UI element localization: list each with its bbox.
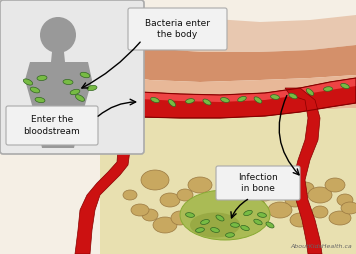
Ellipse shape bbox=[296, 182, 314, 194]
Polygon shape bbox=[51, 52, 65, 62]
Ellipse shape bbox=[231, 223, 240, 227]
Text: Infection
in bone: Infection in bone bbox=[238, 173, 278, 193]
Ellipse shape bbox=[131, 204, 149, 216]
Ellipse shape bbox=[211, 228, 219, 232]
Ellipse shape bbox=[75, 95, 84, 101]
Ellipse shape bbox=[251, 212, 269, 224]
Ellipse shape bbox=[312, 206, 328, 218]
Polygon shape bbox=[25, 62, 92, 148]
Ellipse shape bbox=[35, 97, 45, 103]
Ellipse shape bbox=[190, 213, 240, 237]
Polygon shape bbox=[100, 78, 356, 102]
Ellipse shape bbox=[290, 213, 310, 227]
Ellipse shape bbox=[254, 219, 262, 225]
Ellipse shape bbox=[268, 202, 292, 218]
Ellipse shape bbox=[257, 189, 273, 201]
Ellipse shape bbox=[221, 98, 229, 102]
Ellipse shape bbox=[269, 177, 291, 193]
Ellipse shape bbox=[123, 190, 137, 200]
Ellipse shape bbox=[325, 178, 345, 192]
Ellipse shape bbox=[221, 188, 239, 202]
Ellipse shape bbox=[141, 170, 169, 190]
Text: Enter the
bloodstream: Enter the bloodstream bbox=[23, 116, 80, 136]
Ellipse shape bbox=[142, 209, 158, 221]
Ellipse shape bbox=[341, 202, 356, 214]
Ellipse shape bbox=[195, 228, 204, 232]
Text: AboutKidsHealth.ca: AboutKidsHealth.ca bbox=[290, 244, 352, 249]
Ellipse shape bbox=[225, 233, 235, 237]
Ellipse shape bbox=[212, 209, 228, 221]
Ellipse shape bbox=[70, 89, 80, 95]
Ellipse shape bbox=[306, 89, 314, 95]
Text: Bacteria enter
the body: Bacteria enter the body bbox=[145, 19, 210, 39]
Ellipse shape bbox=[241, 225, 249, 231]
Ellipse shape bbox=[180, 190, 270, 240]
Ellipse shape bbox=[185, 213, 194, 217]
Ellipse shape bbox=[341, 83, 349, 89]
Polygon shape bbox=[100, 42, 356, 82]
FancyBboxPatch shape bbox=[216, 166, 300, 200]
Ellipse shape bbox=[308, 187, 332, 203]
Ellipse shape bbox=[23, 79, 33, 85]
Polygon shape bbox=[100, 105, 356, 254]
Polygon shape bbox=[75, 110, 130, 254]
Polygon shape bbox=[100, 0, 356, 52]
Ellipse shape bbox=[216, 215, 224, 221]
Ellipse shape bbox=[244, 210, 252, 216]
Ellipse shape bbox=[254, 97, 262, 103]
Ellipse shape bbox=[87, 85, 97, 91]
FancyBboxPatch shape bbox=[128, 8, 227, 50]
Ellipse shape bbox=[30, 87, 40, 93]
Ellipse shape bbox=[324, 87, 333, 91]
Ellipse shape bbox=[203, 99, 211, 105]
Ellipse shape bbox=[80, 72, 90, 78]
Ellipse shape bbox=[185, 99, 194, 103]
Ellipse shape bbox=[153, 217, 177, 233]
Ellipse shape bbox=[204, 197, 226, 213]
Ellipse shape bbox=[238, 96, 246, 102]
Ellipse shape bbox=[37, 75, 47, 81]
Ellipse shape bbox=[257, 213, 266, 217]
Ellipse shape bbox=[63, 80, 73, 85]
Ellipse shape bbox=[201, 219, 209, 225]
Polygon shape bbox=[100, 78, 356, 118]
Ellipse shape bbox=[337, 194, 353, 206]
Ellipse shape bbox=[329, 211, 351, 225]
Ellipse shape bbox=[168, 100, 176, 107]
Ellipse shape bbox=[171, 211, 189, 225]
Ellipse shape bbox=[190, 218, 210, 232]
Ellipse shape bbox=[266, 222, 274, 228]
Ellipse shape bbox=[232, 179, 258, 197]
Ellipse shape bbox=[151, 97, 159, 103]
Circle shape bbox=[40, 17, 76, 53]
Ellipse shape bbox=[188, 177, 212, 193]
Ellipse shape bbox=[245, 198, 265, 212]
Polygon shape bbox=[285, 88, 322, 254]
Ellipse shape bbox=[177, 189, 193, 201]
Ellipse shape bbox=[160, 193, 180, 207]
FancyBboxPatch shape bbox=[0, 0, 144, 154]
Ellipse shape bbox=[229, 215, 251, 229]
Ellipse shape bbox=[289, 93, 297, 99]
FancyBboxPatch shape bbox=[6, 106, 98, 145]
Ellipse shape bbox=[285, 193, 305, 207]
Polygon shape bbox=[100, 72, 356, 115]
Ellipse shape bbox=[271, 95, 279, 99]
